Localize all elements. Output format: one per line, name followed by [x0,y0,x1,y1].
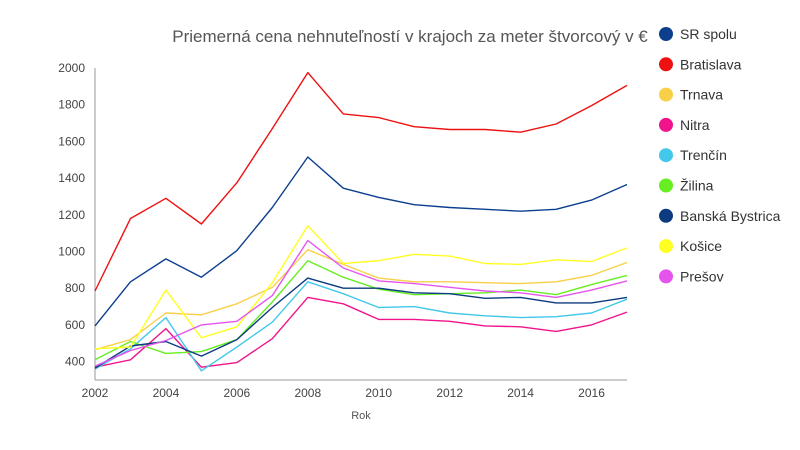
legend-item-presov: Prešov [659,268,724,284]
series-line-banska-bystrica [94,277,628,369]
x-tick-label: 2010 [365,386,392,400]
legend-label: Trnava [680,87,723,103]
legend-item-bratislava: Bratislava [659,56,742,72]
legend-marker [659,269,673,284]
series-line-nitra [94,296,628,368]
y-tick-label: 400 [65,355,85,369]
legend-label: Bratislava [680,56,742,72]
legend-marker [659,57,673,72]
legend-label: Prešov [680,268,724,284]
x-axis-title: Rok [351,410,371,422]
x-tick-label: 2006 [224,386,251,400]
legend-label: Žilina [680,178,714,194]
chart-title: Priemerná cena nehnuteľností v krajoch z… [172,27,648,46]
legend-label: Nitra [680,117,710,133]
x-tick-label: 2002 [82,386,109,400]
legend-marker [659,178,673,193]
legend-marker [659,208,673,223]
series-line-kosice [94,225,628,350]
legend-label: Košice [680,238,722,254]
x-axis-ticks: 2002 2004 2006 2008 2010 2012 2014 2016 [82,386,606,400]
legend-label: SR spolu [680,26,737,42]
y-tick-label: 1800 [58,98,85,112]
legend-label: Trenčín [680,147,727,163]
y-tick-label: 1600 [58,134,85,148]
legend-item-banska-bystrica: Banská Bystrica [659,208,781,224]
y-tick-label: 1000 [58,245,85,259]
series-line-sr-spolu [94,156,628,327]
series-lines [94,71,628,372]
x-tick-label: 2004 [153,386,180,400]
series-line-trnava [94,248,628,351]
series-line-bratislava [94,71,628,292]
legend-item-zilina: Žilina [659,178,714,194]
legend-marker [659,87,673,102]
legend-marker [659,117,673,132]
legend-item-nitra: Nitra [659,117,710,133]
x-tick-label: 2014 [507,386,534,400]
legend-item-kosice: Košice [659,238,722,254]
series-line-trencin [94,281,628,372]
y-tick-label: 2000 [58,61,85,75]
legend-marker [659,27,673,41]
legend-item-trnava: Trnava [659,87,723,103]
series-line-presov [94,239,628,367]
y-axis-ticks: 400 600 800 1000 1200 1400 1600 1800 2000 [58,61,85,369]
legend-marker [659,148,673,163]
y-tick-label: 1400 [58,171,85,185]
series-line-zilina [94,260,628,361]
legend-label: Banská Bystrica [680,208,781,224]
x-tick-label: 2012 [436,386,463,400]
x-tick-label: 2008 [294,386,321,400]
legend-item-trencin: Trenčín [659,147,727,163]
x-tick-label: 2016 [578,386,605,400]
y-tick-label: 800 [65,281,85,295]
y-tick-label: 600 [65,318,85,332]
legend-item-sr-spolu: SR spolu [659,26,737,42]
legend-marker [659,239,673,254]
y-tick-label: 1200 [58,208,85,222]
legend: SR spolu Bratislava Trnava Nitra Trenčín Žili… [659,26,781,284]
